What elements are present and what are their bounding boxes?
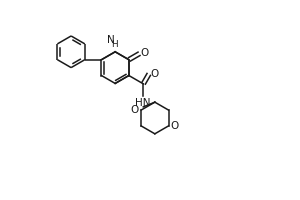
Text: O: O — [150, 69, 158, 79]
Text: HN: HN — [135, 98, 151, 108]
Text: O: O — [131, 105, 139, 115]
Text: N: N — [107, 35, 115, 45]
Text: O: O — [170, 121, 179, 131]
Text: O: O — [140, 48, 148, 58]
Text: H: H — [111, 40, 118, 49]
